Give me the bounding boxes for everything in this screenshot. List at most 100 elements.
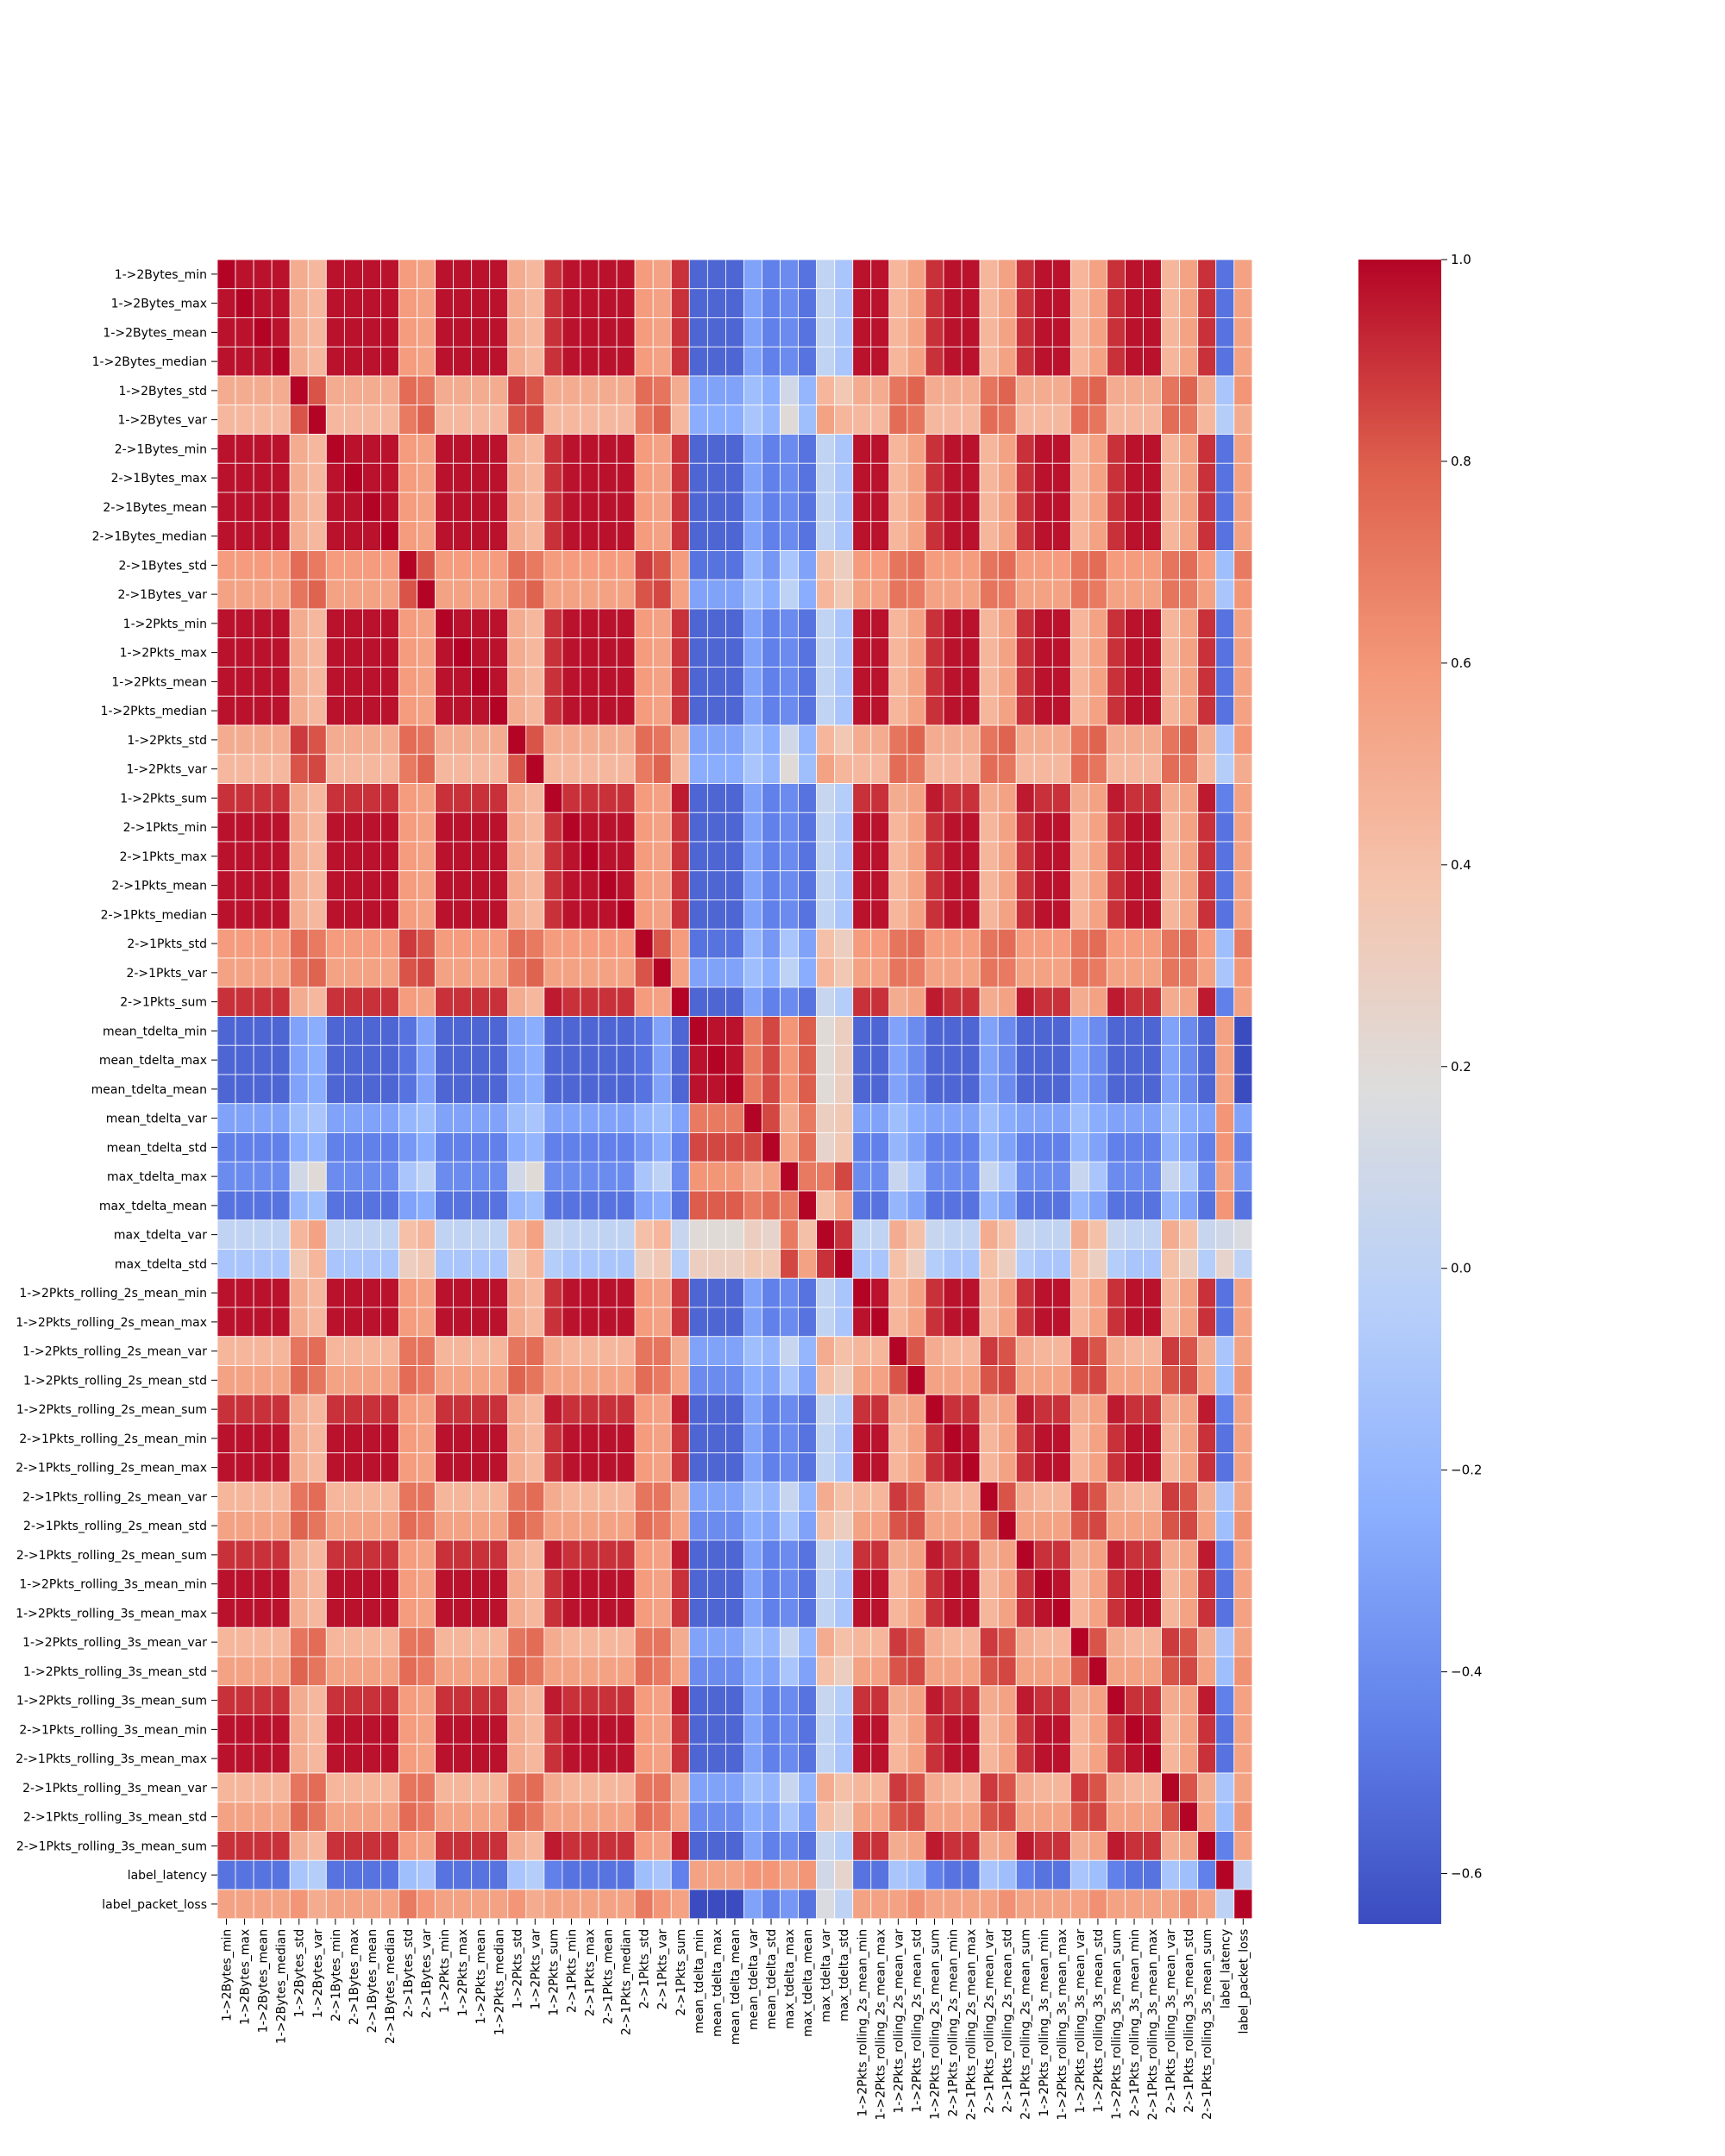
heatmap-cell (489, 1859, 509, 1890)
heatmap-cell (798, 1336, 818, 1366)
heatmap-cell (489, 1656, 509, 1687)
heatmap-cell (598, 1685, 618, 1715)
heatmap-cell (888, 1190, 908, 1221)
heatmap-cell (670, 1219, 690, 1250)
heatmap-cell (417, 1161, 436, 1192)
heatmap-cell (925, 957, 944, 988)
heatmap-cell (235, 1569, 254, 1599)
heatmap-cell (307, 1598, 327, 1628)
heatmap-cell (343, 841, 363, 872)
heatmap-cell (216, 288, 236, 318)
heatmap-cell (598, 1423, 618, 1454)
heatmap-cell (561, 1510, 581, 1541)
heatmap-cell (1161, 1598, 1181, 1628)
heatmap-cell (525, 1569, 545, 1599)
heatmap-cell (1051, 1365, 1071, 1395)
heatmap-cell (798, 637, 818, 667)
heatmap-cell (489, 608, 509, 639)
heatmap-cell (1070, 1394, 1089, 1425)
heatmap-cell (743, 1831, 762, 1861)
heatmap-cell (798, 841, 818, 872)
heatmap-cell (652, 1831, 672, 1861)
heatmap-cell (343, 1510, 363, 1541)
heatmap-cell (398, 1831, 417, 1861)
x-tick-label: 1->2Bytes_min (221, 1929, 235, 2021)
heatmap-cell (543, 812, 563, 843)
heatmap-cell (1143, 667, 1163, 697)
heatmap-cell (634, 1831, 654, 1861)
heatmap-cell (743, 754, 762, 784)
heatmap-cell (489, 1336, 509, 1366)
heatmap-cell (652, 1161, 672, 1192)
heatmap-cell (235, 1161, 254, 1192)
heatmap-cell (580, 1365, 599, 1395)
heatmap-cell (471, 1598, 491, 1628)
heatmap-cell (1161, 1336, 1181, 1366)
heatmap-cell (852, 754, 872, 784)
heatmap-cell (398, 317, 417, 348)
heatmap-cell (1143, 870, 1163, 900)
heatmap-cell (888, 1569, 908, 1599)
heatmap-cell (543, 550, 563, 580)
heatmap-cell (1215, 1859, 1235, 1890)
y-tick-label: 1->2Pkts_rolling_3s_mean_max (16, 1607, 207, 1620)
heatmap-cell (380, 1044, 399, 1075)
heatmap-cell (925, 1598, 944, 1628)
heatmap-cell (670, 1626, 690, 1658)
heatmap-cell (1015, 1132, 1035, 1163)
colorbar: 1.00.80.60.40.20.0−0.2−0.4−0.6 (1358, 252, 1482, 1924)
heatmap-cell (271, 957, 291, 988)
heatmap-cell (289, 346, 309, 377)
heatmap-cell (670, 899, 690, 930)
heatmap-cell (253, 899, 273, 930)
heatmap-cell (906, 608, 926, 639)
y-tick-label: 2->1Bytes_median (92, 530, 207, 544)
heatmap-cell (688, 346, 708, 377)
heatmap-cell (1125, 1044, 1144, 1075)
heatmap-cell (235, 724, 254, 755)
heatmap-cell (670, 1161, 690, 1192)
heatmap-cell (235, 841, 254, 872)
heatmap-cell (1051, 667, 1071, 697)
heatmap-cell (543, 1074, 563, 1105)
heatmap-cell (1197, 667, 1217, 697)
heatmap-cell (888, 434, 908, 464)
heatmap-cell (1051, 899, 1071, 930)
heatmap-cell (398, 550, 417, 580)
heatmap-cell (343, 1219, 363, 1250)
heatmap-cell (1051, 1802, 1071, 1832)
heatmap-cell (1107, 1307, 1126, 1338)
heatmap-cell (561, 928, 581, 959)
heatmap-cell (816, 987, 836, 1017)
x-tick-label: 1->2Pkts_max (456, 1929, 470, 2016)
heatmap-cell (1125, 637, 1144, 667)
heatmap-cell (616, 1656, 636, 1687)
heatmap-cell (235, 1307, 254, 1338)
heatmap-cell (380, 1714, 399, 1745)
heatmap-cell (888, 1685, 908, 1715)
heatmap-cell (1179, 1132, 1199, 1163)
heatmap-cell (398, 375, 417, 406)
heatmap-cell (598, 1132, 618, 1163)
heatmap-cell (870, 1249, 890, 1279)
heatmap-cell (253, 1016, 273, 1046)
heatmap-cell (616, 841, 636, 872)
heatmap-cell (1197, 957, 1217, 988)
heatmap-cell (706, 1685, 726, 1715)
heatmap-cell (598, 1277, 618, 1308)
heatmap-cell (398, 783, 417, 813)
heatmap-cell (307, 1452, 327, 1482)
heatmap-cell (1125, 1714, 1144, 1745)
heatmap-cell (616, 695, 636, 726)
heatmap-cell (1125, 957, 1144, 988)
heatmap-cell (1015, 550, 1035, 580)
heatmap-cell (1143, 783, 1163, 813)
heatmap-cell (343, 1598, 363, 1628)
heatmap-cell (289, 1394, 309, 1425)
heatmap-cell (780, 1452, 799, 1482)
heatmap-cell (471, 667, 491, 697)
heatmap-cell (834, 492, 854, 523)
heatmap-cell (343, 1103, 363, 1133)
heatmap-cell (361, 1685, 381, 1715)
heatmap-cell (925, 695, 944, 726)
